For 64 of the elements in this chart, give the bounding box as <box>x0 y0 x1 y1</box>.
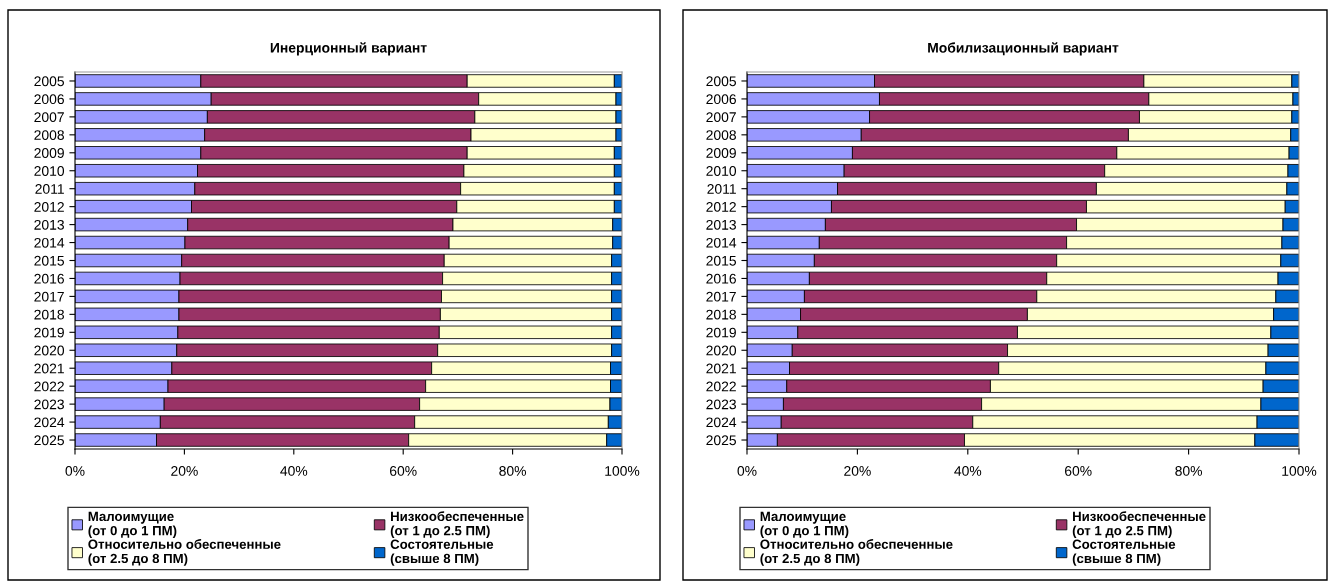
y-tick-label: 2008 <box>34 130 64 140</box>
x-tick-label: 80% <box>499 466 527 476</box>
x-tick-label: 40% <box>280 466 308 476</box>
x-tick-label: 100% <box>1282 466 1317 476</box>
y-tick-label: 2021 <box>706 363 736 374</box>
chart-title: Инерционный вариант <box>270 42 427 56</box>
y-tick-label: 2012 <box>34 201 64 212</box>
y-tick-label: 2007 <box>34 112 64 123</box>
y-tick-label: 2007 <box>706 112 736 123</box>
y-tick-label: 2015 <box>34 255 64 266</box>
chart-title: Мобилизационный вариант <box>928 42 1119 56</box>
y-tick-label: 2024 <box>706 417 737 428</box>
y-tick-label: 2017 <box>34 291 64 302</box>
legend-label: Малоимущие (от 0 до 1 ПМ) <box>88 511 177 538</box>
x-tick-label: 100% <box>605 466 640 476</box>
y-tick-label: 2014 <box>706 237 737 248</box>
y-tick-label: 2006 <box>706 94 736 105</box>
legend-label: Низкообеспеченные (от 1 до 2.5 ПМ) <box>390 511 524 538</box>
y-tick-label: 2014 <box>34 237 65 248</box>
y-tick-label: 2009 <box>34 148 64 158</box>
y-tick-label: 2022 <box>34 381 64 392</box>
y-tick-label: 2013 <box>706 219 736 230</box>
x-tick-label: 40% <box>954 466 982 476</box>
y-tick-label: 2015 <box>706 255 736 266</box>
legend-label: Состоятельные (свыше 8 ПМ) <box>1072 539 1176 566</box>
y-tick-label: 2024 <box>34 417 65 428</box>
y-tick-label: 2023 <box>34 399 64 410</box>
y-tick-label: 2006 <box>34 94 64 105</box>
legend-label: Относительно обеспеченные (от 2.5 до 8 ПМ) <box>760 539 953 566</box>
y-tick-label: 2023 <box>706 399 736 410</box>
y-tick-label: 2005 <box>34 76 64 87</box>
y-tick-label: 2025 <box>34 435 64 446</box>
y-tick-label: 2011 <box>35 184 64 194</box>
y-tick-label: 2018 <box>706 309 736 320</box>
x-tick-label: 20% <box>844 466 871 476</box>
y-tick-label: 2018 <box>34 309 64 320</box>
y-tick-label: 2019 <box>706 327 736 338</box>
x-tick-label: 0% <box>737 466 757 476</box>
y-tick-label: 2017 <box>706 291 736 302</box>
y-tick-label: 2012 <box>706 201 736 212</box>
y-tick-label: 2020 <box>34 345 65 356</box>
y-tick-label: 2025 <box>706 435 736 446</box>
y-tick-label: 2016 <box>34 273 64 284</box>
y-tick-label: 2008 <box>706 130 736 140</box>
x-tick-label: 60% <box>1065 466 1092 476</box>
legend-label: Низкообеспеченные (от 1 до 2.5 ПМ) <box>1072 511 1206 538</box>
y-tick-label: 2020 <box>706 345 737 356</box>
y-tick-label: 2016 <box>706 273 736 284</box>
y-tick-label: 2005 <box>706 76 736 87</box>
x-tick-label: 60% <box>390 466 417 476</box>
y-tick-label: 2010 <box>34 166 65 176</box>
legend-label: Относительно обеспеченные (от 2.5 до 8 ПМ) <box>88 539 281 566</box>
y-tick-label: 2010 <box>706 166 737 176</box>
x-tick-label: 0% <box>65 466 85 476</box>
x-tick-label: 80% <box>1175 466 1203 476</box>
y-tick-label: 2011 <box>707 184 736 194</box>
legend-label: Малоимущие (от 0 до 1 ПМ) <box>760 511 849 538</box>
y-tick-label: 2013 <box>34 219 64 230</box>
x-tick-label: 20% <box>171 466 198 476</box>
y-tick-label: 2022 <box>706 381 736 392</box>
y-tick-label: 2009 <box>706 148 736 158</box>
y-tick-label: 2021 <box>34 363 64 374</box>
y-tick-label: 2019 <box>34 327 64 338</box>
legend-label: Состоятельные (свыше 8 ПМ) <box>390 539 494 566</box>
